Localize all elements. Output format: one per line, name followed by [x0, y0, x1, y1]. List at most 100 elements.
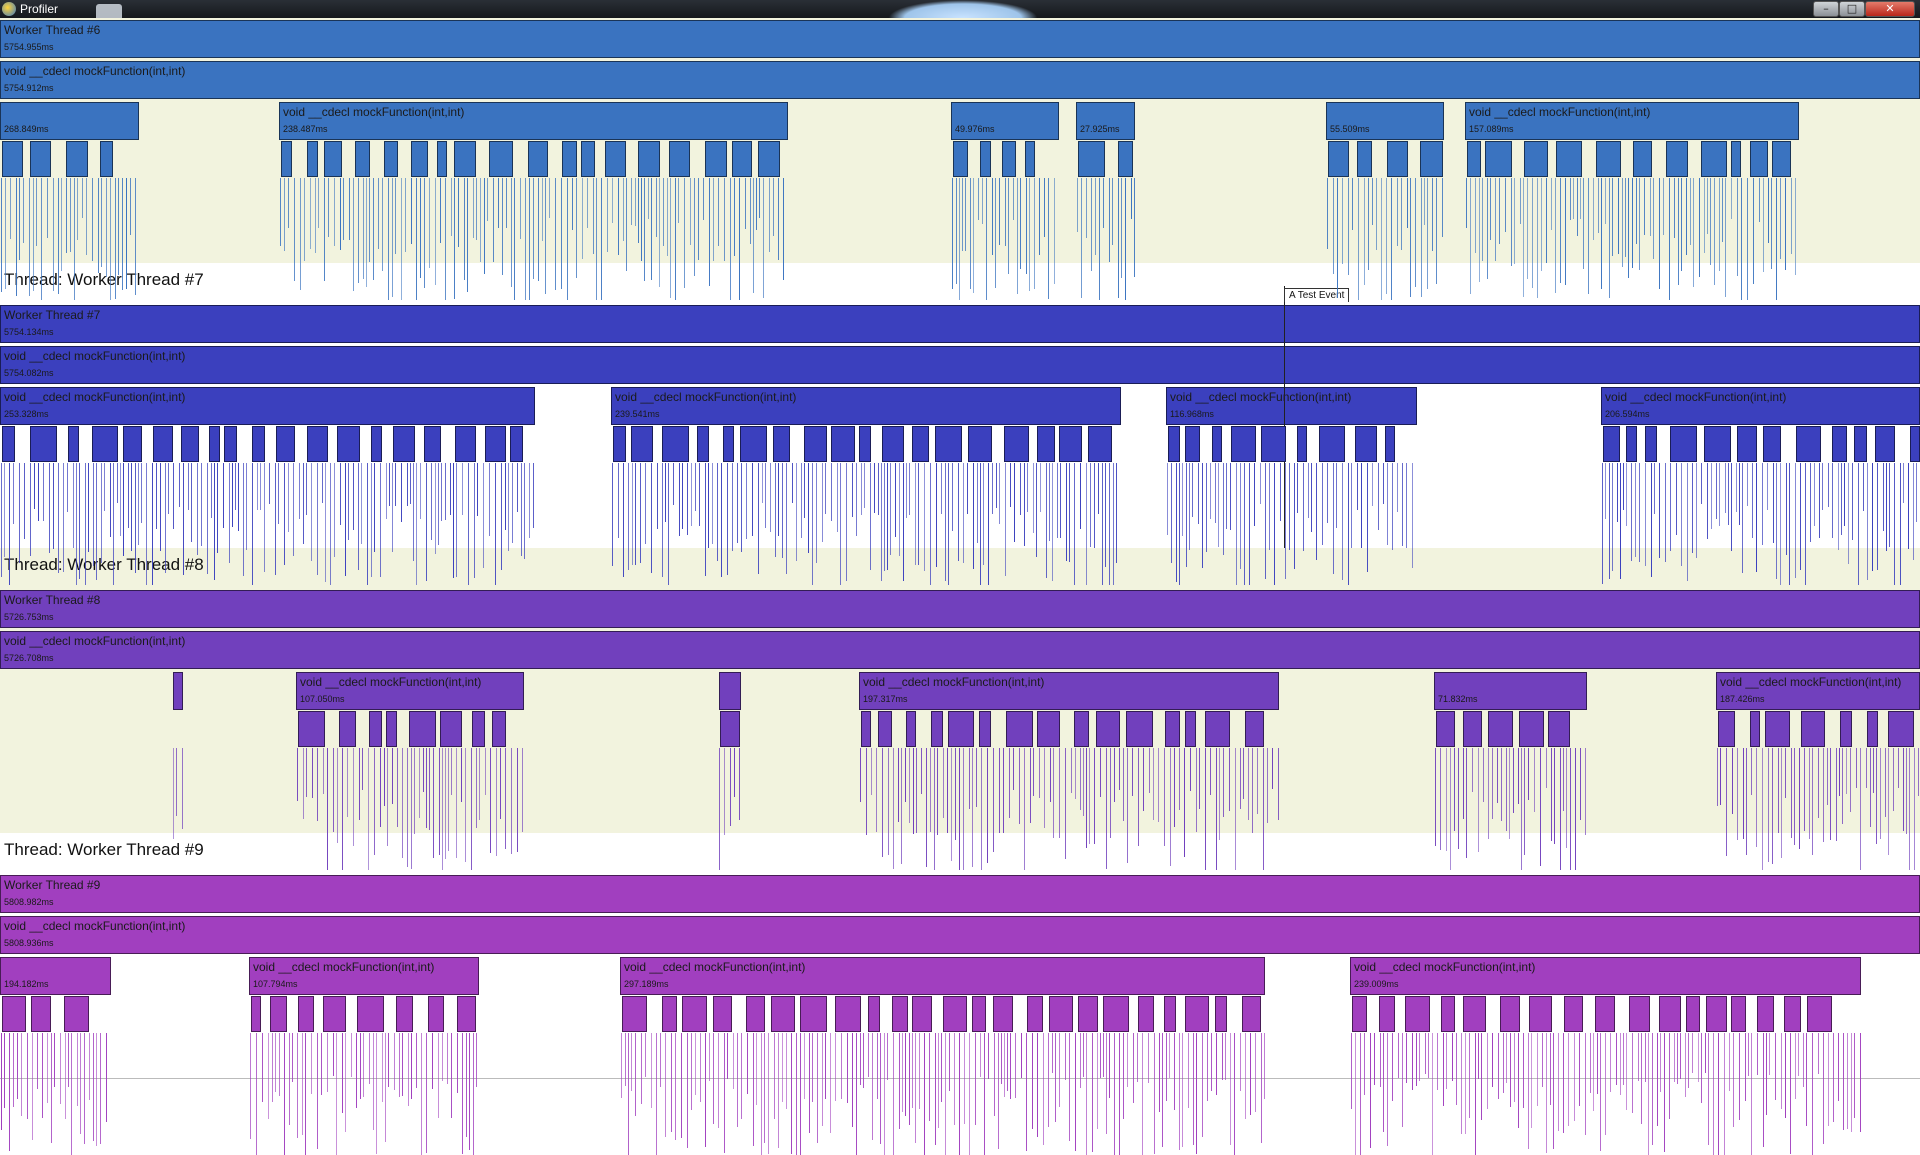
nested-call-box[interactable] — [437, 141, 447, 177]
nested-call-box[interactable] — [800, 996, 827, 1032]
nested-call-box[interactable] — [613, 426, 626, 462]
nested-call-box[interactable] — [831, 426, 855, 462]
nested-call-box[interactable] — [1165, 711, 1180, 747]
nested-call-box[interactable] — [30, 141, 51, 177]
nested-call-box[interactable] — [1387, 141, 1408, 177]
nested-call-box[interactable] — [1027, 996, 1043, 1032]
close-button[interactable]: ✕ — [1865, 1, 1915, 17]
nested-call-box[interactable] — [1737, 426, 1757, 462]
thread-root-bar[interactable]: Worker Thread #6 5754.955ms — [0, 20, 1920, 58]
nested-call-box[interactable] — [369, 711, 382, 747]
nested-call-box[interactable] — [2, 996, 26, 1032]
nested-call-box[interactable] — [371, 426, 382, 462]
nested-call-box[interactable] — [393, 426, 415, 462]
nested-call-box[interactable] — [638, 141, 660, 177]
nested-call-box[interactable] — [485, 426, 506, 462]
nested-call-box[interactable] — [1355, 426, 1377, 462]
nested-call-box[interactable] — [1357, 141, 1372, 177]
nested-call-box[interactable] — [66, 141, 88, 177]
nested-call-box[interactable] — [224, 426, 237, 462]
nested-call-box[interactable] — [492, 711, 506, 747]
nested-call-box[interactable] — [1205, 711, 1230, 747]
nested-call-box[interactable] — [386, 711, 397, 747]
nested-call-box[interactable] — [1765, 711, 1790, 747]
nested-call-box[interactable] — [153, 426, 173, 462]
function-bar[interactable]: void __cdecl mockFunction(int,int) 239.0… — [1350, 957, 1861, 995]
nested-call-box[interactable] — [1059, 426, 1082, 462]
nested-call-box[interactable] — [454, 141, 476, 177]
nested-call-box[interactable] — [92, 426, 118, 462]
nested-call-box[interactable] — [1686, 996, 1700, 1032]
nested-call-box[interactable] — [1436, 711, 1455, 747]
nested-call-box[interactable] — [1854, 426, 1867, 462]
function-bar[interactable]: void __cdecl mockFunction(int,int) 116.9… — [1166, 387, 1417, 425]
nested-call-box[interactable] — [1096, 711, 1120, 747]
nested-call-box[interactable] — [2, 426, 15, 462]
nested-call-box[interactable] — [662, 996, 677, 1032]
nested-call-box[interactable] — [1261, 426, 1286, 462]
nested-call-box[interactable] — [1025, 141, 1035, 177]
nested-call-box[interactable] — [912, 996, 932, 1032]
test-event-marker[interactable] — [1284, 286, 1285, 548]
nested-call-box[interactable] — [396, 996, 413, 1032]
nested-call-box[interactable] — [1757, 996, 1774, 1032]
test-event-label[interactable]: A Test Event — [1284, 288, 1350, 302]
nested-call-box[interactable] — [912, 426, 929, 462]
nested-call-box[interactable] — [720, 711, 740, 747]
function-bar[interactable]: 55.509ms — [1326, 102, 1444, 140]
nested-call-box[interactable] — [1441, 996, 1455, 1032]
nested-call-box[interactable] — [773, 426, 790, 462]
nested-call-box[interactable] — [882, 426, 904, 462]
nested-call-box[interactable] — [1488, 711, 1513, 747]
nested-call-box[interactable] — [1626, 426, 1637, 462]
nested-call-box[interactable] — [276, 426, 295, 462]
nested-call-box[interactable] — [1763, 426, 1781, 462]
nested-call-box[interactable] — [1556, 141, 1582, 177]
nested-call-box[interactable] — [746, 996, 765, 1032]
nested-call-box[interactable] — [1731, 141, 1741, 177]
nested-call-box[interactable] — [631, 426, 653, 462]
nested-call-box[interactable] — [1126, 711, 1153, 747]
nested-call-box[interactable] — [339, 711, 356, 747]
nested-call-box[interactable] — [993, 996, 1013, 1032]
nested-call-box[interactable] — [1701, 141, 1727, 177]
nested-call-box[interactable] — [605, 141, 626, 177]
nested-call-box[interactable] — [337, 426, 360, 462]
maximize-button[interactable]: □ — [1839, 1, 1865, 17]
nested-call-box[interactable] — [1103, 996, 1129, 1032]
nested-call-box[interactable] — [713, 996, 732, 1032]
nested-call-box[interactable] — [835, 996, 861, 1032]
nested-call-box[interactable] — [1840, 711, 1852, 747]
nested-call-box[interactable] — [804, 426, 827, 462]
nested-call-box[interactable] — [771, 996, 795, 1032]
function-bar[interactable]: void __cdecl mockFunction(int,int) 5726.… — [0, 631, 1920, 669]
nested-call-box[interactable] — [931, 711, 943, 747]
nested-call-box[interactable] — [1231, 426, 1256, 462]
nested-call-box[interactable] — [697, 426, 709, 462]
window-title-bar[interactable]: Profiler – □ ✕ — [0, 0, 1920, 18]
nested-call-box[interactable] — [1603, 426, 1620, 462]
nested-call-box[interactable] — [1500, 996, 1520, 1032]
nested-call-box[interactable] — [1718, 711, 1735, 747]
function-bar[interactable] — [173, 672, 183, 710]
function-bar[interactable]: void __cdecl mockFunction(int,int) 5754.… — [0, 61, 1920, 99]
nested-call-box[interactable] — [1801, 711, 1825, 747]
nested-call-box[interactable] — [1659, 996, 1681, 1032]
nested-call-box[interactable] — [1078, 141, 1105, 177]
nested-call-box[interactable] — [323, 996, 346, 1032]
nested-call-box[interactable] — [428, 996, 444, 1032]
nested-call-box[interactable] — [732, 141, 752, 177]
nested-call-box[interactable] — [355, 141, 370, 177]
nested-call-box[interactable] — [528, 141, 548, 177]
nested-call-box[interactable] — [979, 711, 991, 747]
profiler-timeline[interactable]: Worker Thread #6 5754.955ms void __cdecl… — [0, 18, 1920, 1155]
nested-call-box[interactable] — [281, 141, 292, 177]
function-bar[interactable]: 27.925ms — [1076, 102, 1135, 140]
thread-root-bar[interactable]: Worker Thread #7 5754.134ms — [0, 305, 1920, 343]
nested-call-box[interactable] — [906, 711, 916, 747]
nested-call-box[interactable] — [440, 711, 462, 747]
function-bar[interactable]: 194.182ms — [0, 957, 111, 995]
nested-call-box[interactable] — [1006, 711, 1033, 747]
nested-call-box[interactable] — [357, 996, 384, 1032]
nested-call-box[interactable] — [324, 141, 342, 177]
